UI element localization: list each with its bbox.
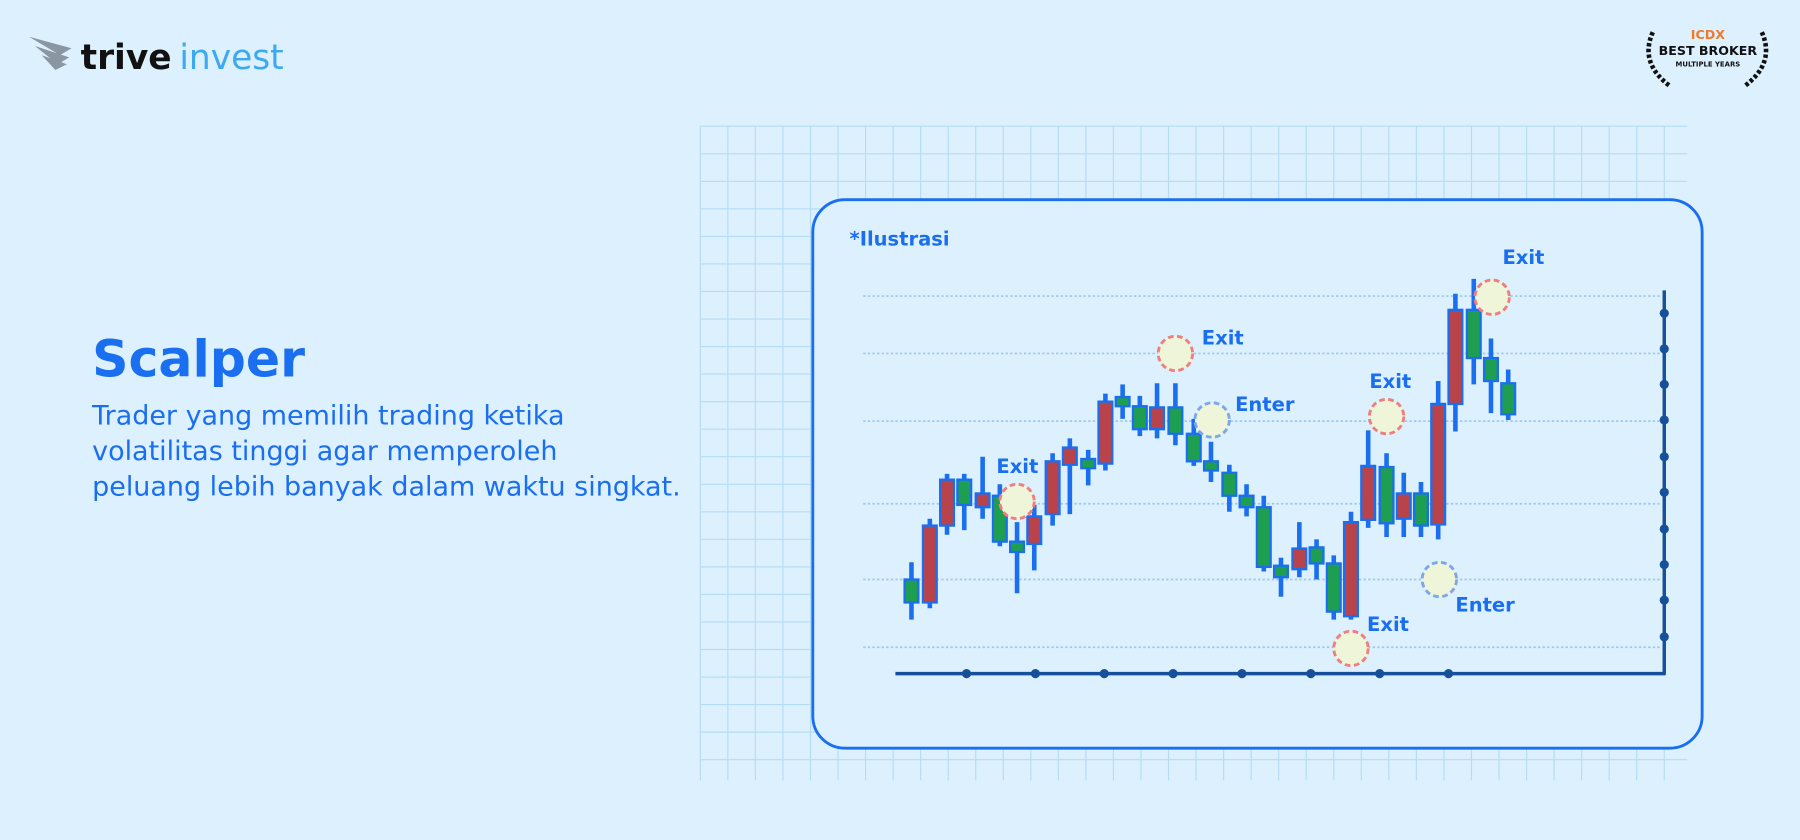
axis-dot <box>1659 344 1669 354</box>
candle-body <box>1325 562 1342 613</box>
axis-dot <box>1099 669 1109 679</box>
axis-dot <box>1443 669 1454 679</box>
signal-marker <box>1420 560 1458 599</box>
candle-body <box>1465 308 1482 360</box>
badge: ICDX BEST BROKER MULTIPLE YEARS <box>1646 27 1769 88</box>
candle-body <box>1412 492 1430 527</box>
axis-dot <box>1659 452 1669 462</box>
axis-dot <box>1659 415 1669 425</box>
candle-body <box>939 478 956 527</box>
candle-body <box>1308 546 1325 565</box>
laurel <box>1646 31 1769 88</box>
candle-body <box>1482 356 1500 383</box>
candle-body <box>921 524 938 604</box>
signal-marker <box>1367 397 1406 436</box>
signal-marker <box>998 482 1036 521</box>
logo-icon <box>29 36 72 70</box>
candle-body <box>1378 465 1395 525</box>
candle-body <box>1238 494 1255 509</box>
candle-body <box>1061 446 1078 466</box>
signal-label: Enter <box>1455 594 1515 617</box>
signal-label: Exit <box>1367 613 1409 636</box>
signal-label: Exit <box>996 455 1038 478</box>
candle-body <box>903 578 920 604</box>
candle-body <box>1149 406 1166 431</box>
candle-body <box>1080 457 1097 470</box>
candle-body <box>1097 400 1114 465</box>
signal-label: Enter <box>1235 393 1295 416</box>
title: Scalper <box>92 329 305 388</box>
axis-dot <box>1659 379 1669 390</box>
candle-body <box>1430 402 1447 526</box>
candle-body <box>974 492 991 509</box>
logo-text: invest <box>179 38 283 78</box>
axis-dot <box>1030 669 1040 679</box>
axis-dot <box>1237 669 1247 679</box>
axis-dot <box>1659 487 1669 497</box>
signal-marker <box>1473 278 1511 316</box>
candle-body <box>1167 406 1184 435</box>
description-line: peluang lebih banyak dalam waktu singkat… <box>92 472 681 503</box>
candle-body <box>1202 460 1220 472</box>
axis-dot <box>1659 560 1669 570</box>
badge-top: ICDX <box>1691 27 1725 42</box>
signal-label: Exit <box>1502 246 1544 269</box>
candle-body <box>1500 382 1517 416</box>
logo-text: trive <box>81 38 172 78</box>
axis-dot <box>961 669 972 679</box>
signal-marker <box>1193 401 1231 439</box>
candle-body <box>1185 432 1202 463</box>
axis-dot <box>1306 669 1316 679</box>
signal-label: Exit <box>1202 326 1244 349</box>
candle-body <box>1447 308 1464 406</box>
signal-label: Exit <box>1369 370 1411 393</box>
candle-body <box>1221 471 1238 497</box>
signal-marker <box>1332 629 1370 668</box>
candle-body <box>1360 464 1377 521</box>
candlestick-illustration: Exit Enter Exit Exit Exit Enter Exit <box>863 246 1669 679</box>
candle-body <box>1255 506 1272 569</box>
badge-bottom: MULTIPLE YEARS <box>1676 61 1741 69</box>
candle-body <box>1009 540 1026 554</box>
candle-body <box>1114 395 1131 408</box>
candle-body <box>1272 564 1290 579</box>
candle-body <box>1342 520 1360 618</box>
signal-marker <box>1156 334 1195 373</box>
candle-body <box>1291 547 1308 571</box>
axis-dot <box>1659 524 1669 534</box>
axis-dot <box>1659 308 1669 318</box>
axis-dot <box>1375 669 1385 679</box>
logo: trive invest <box>29 36 284 78</box>
candle-body <box>1131 405 1148 431</box>
candle-body <box>1395 492 1412 520</box>
axis-dot <box>1659 632 1669 642</box>
description-line: Trader yang memilih trading ketika <box>91 401 564 432</box>
candle-body <box>1044 460 1061 516</box>
candle-body <box>956 478 973 507</box>
candle-body <box>1026 515 1043 546</box>
badge-middle: BEST BROKER <box>1659 43 1758 58</box>
axis-dot <box>1168 669 1178 679</box>
axis-dot <box>1659 595 1669 605</box>
description-line: volatilitas tinggi agar memperoleh <box>92 436 557 467</box>
note: *Ilustrasi <box>850 228 950 251</box>
